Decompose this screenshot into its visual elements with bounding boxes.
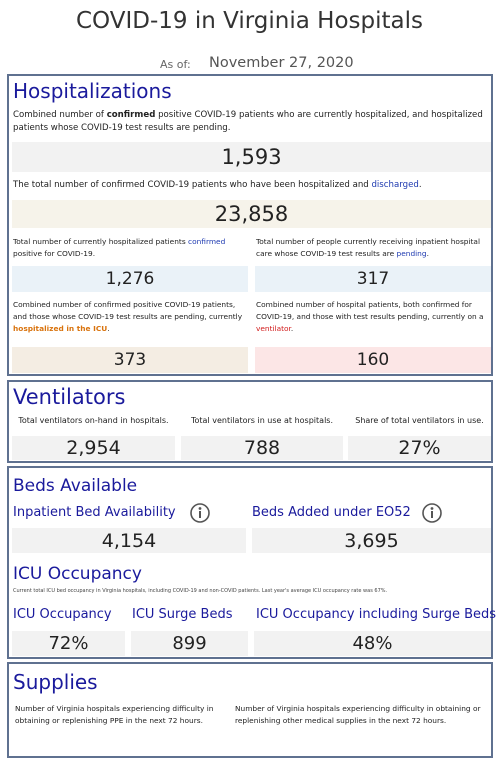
description: Combined number of hospital patients, bo… xyxy=(256,299,490,335)
section-heading: Hospitalizations xyxy=(13,79,172,103)
note: Current total ICU bed occupancy in Virgi… xyxy=(13,588,388,594)
text: confirmed xyxy=(188,237,226,246)
label: Total ventilators in use at hospitals. xyxy=(191,416,333,425)
value-box: 2,954 xyxy=(12,436,175,460)
text: The total number of confirmed COVID-19 p… xyxy=(13,180,372,190)
text: Total number of people currently receivi… xyxy=(256,237,481,258)
description: Total number of people currently receivi… xyxy=(256,236,490,260)
text: Combined number of hospital patients, bo… xyxy=(256,300,484,321)
description: Number of Virginia hospitals experiencin… xyxy=(235,704,481,725)
section-heading: ICU Occupancy xyxy=(13,564,142,584)
text: . xyxy=(418,180,422,190)
value-box: 788 xyxy=(181,436,343,460)
label: ICU Surge Beds xyxy=(132,607,233,622)
value-box: 72% xyxy=(12,631,125,656)
text: pending xyxy=(396,249,427,258)
value-box: 4,154 xyxy=(12,528,246,553)
value-box: 1,276 xyxy=(12,266,248,292)
description: Total number of currently hospitalized p… xyxy=(13,236,243,260)
label: ICU Occupancy xyxy=(13,607,112,622)
value-box: 48% xyxy=(254,631,491,656)
value-box: 3,695 xyxy=(252,528,491,553)
ventilators-section xyxy=(7,380,493,463)
label: Total ventilators on-hand in hospitals. xyxy=(18,416,169,425)
value-box: 27% xyxy=(348,436,491,460)
as-of-label: As of: xyxy=(160,58,191,71)
supplies-section xyxy=(7,662,493,758)
description: Number of Virginia hospitals experiencin… xyxy=(15,704,214,725)
section-heading: Ventilators xyxy=(13,385,126,409)
text: . xyxy=(426,249,429,258)
label: Share of total ventilators in use. xyxy=(355,416,484,425)
text: ventilator xyxy=(256,324,291,333)
text: Combined number of xyxy=(13,110,107,120)
section-heading: Beds Available xyxy=(13,476,138,496)
text: discharged xyxy=(371,180,419,190)
beds-section xyxy=(7,466,493,659)
value-box: 373 xyxy=(12,347,248,373)
section-heading: Supplies xyxy=(13,670,98,694)
text: . xyxy=(107,324,110,333)
value-box: 317 xyxy=(255,266,491,292)
text: positive COVID-19 patients who are curre… xyxy=(13,110,483,133)
hospitalizations-section xyxy=(7,74,493,376)
text: Total number of currently hospitalized p… xyxy=(13,237,189,246)
value-box: 23,858 xyxy=(12,200,491,228)
description: The total number of confirmed COVID-19 p… xyxy=(13,179,483,192)
description: Combined number of confirmed positive CO… xyxy=(13,299,249,335)
text: . xyxy=(290,324,294,333)
text: positive for COVID-19. xyxy=(13,249,96,258)
info-icon[interactable] xyxy=(421,502,443,524)
text: Combined number of confirmed positive CO… xyxy=(13,300,243,321)
text: hospitalized in the ICU xyxy=(13,324,108,333)
text: confirmed xyxy=(106,110,156,120)
info-icon[interactable] xyxy=(189,502,211,524)
value-box: 160 xyxy=(255,347,491,373)
label: ICU Occupancy including Surge Beds xyxy=(256,607,497,622)
label: Beds Added under EO52 xyxy=(252,505,411,520)
date: November 27, 2020 xyxy=(209,55,354,71)
label: Inpatient Bed Availability xyxy=(13,505,176,520)
value-box: 899 xyxy=(131,631,248,656)
value-box: 1,593 xyxy=(12,142,491,172)
description: Combined number of confirmed positive CO… xyxy=(13,109,483,135)
title: COVID-19 in Virginia Hospitals xyxy=(76,8,423,34)
